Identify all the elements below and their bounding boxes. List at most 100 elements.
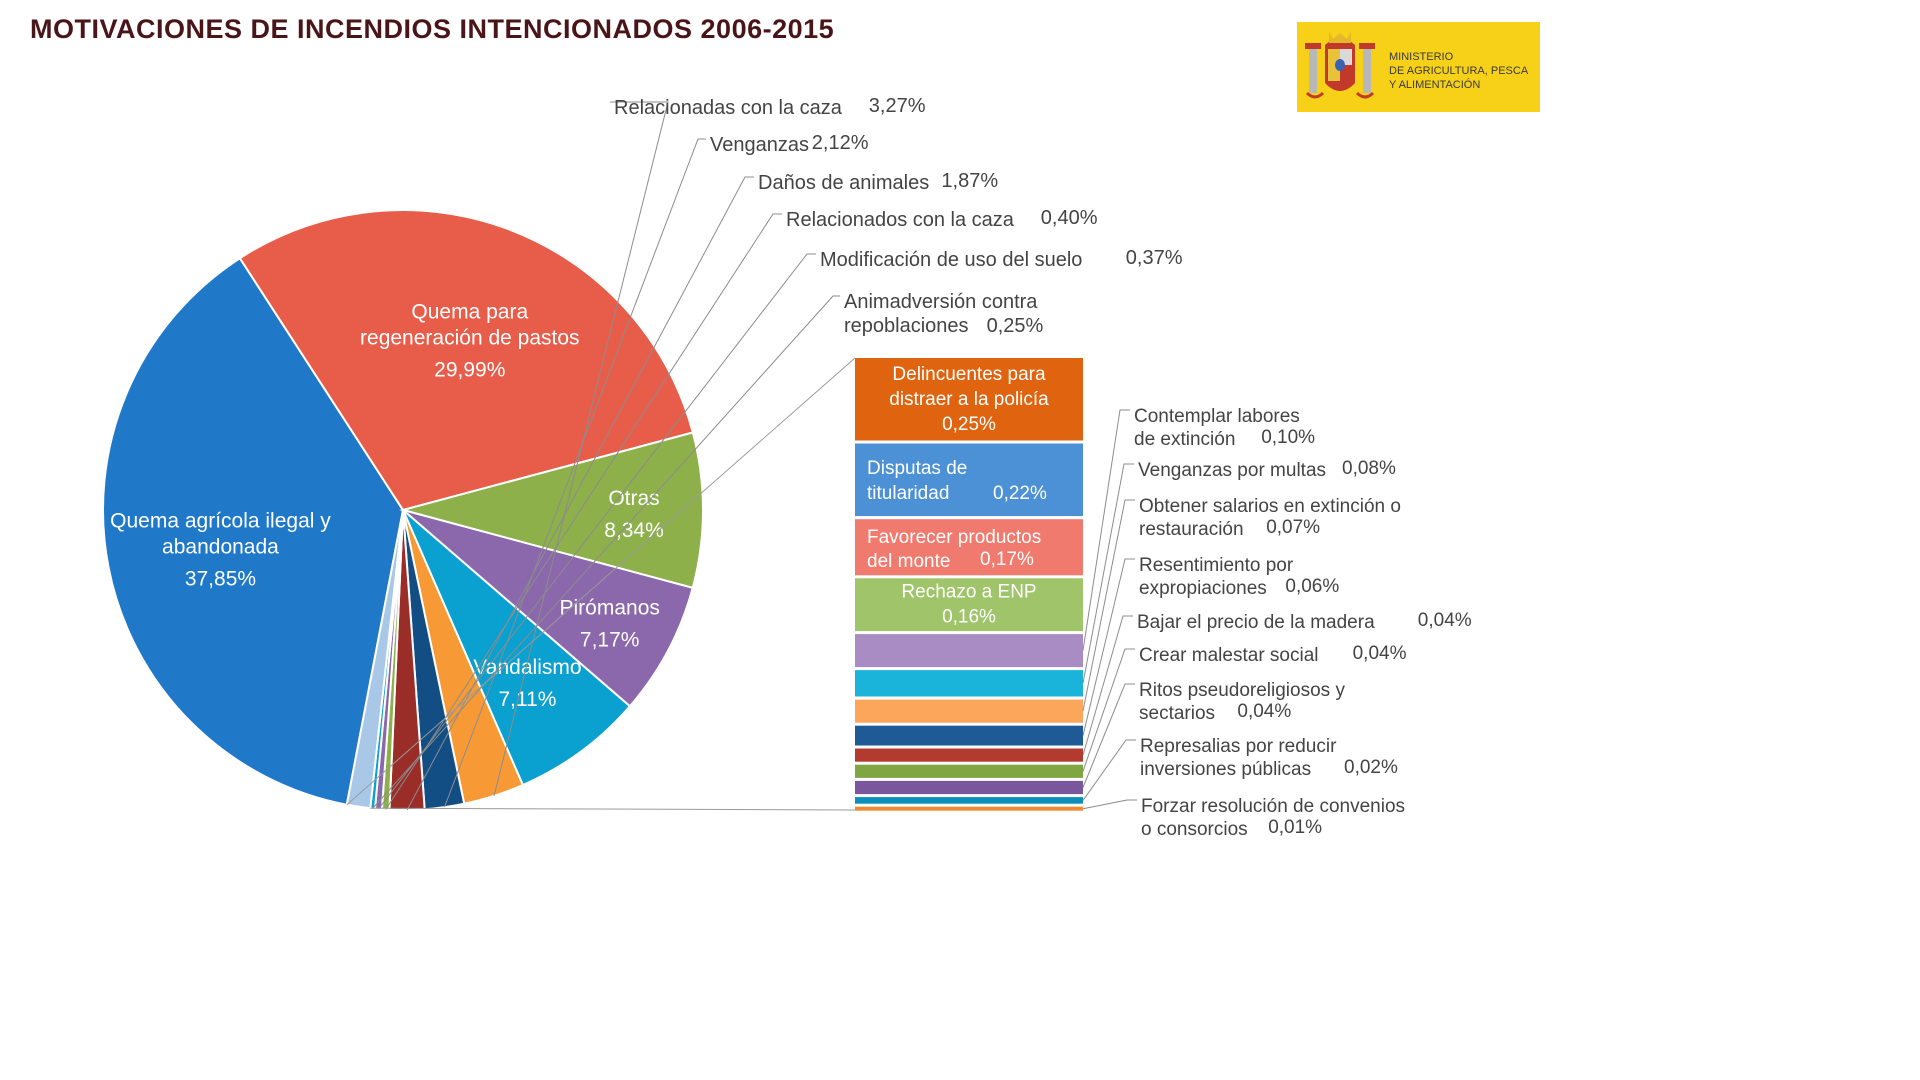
- slice-label: Pirómanos: [560, 597, 660, 620]
- breakdown-segment: [855, 797, 1083, 804]
- leader-line: [1082, 499, 1135, 712]
- breakdown-label: Forzar resolución de convenios: [1141, 796, 1405, 817]
- leader-line: [1082, 463, 1134, 684]
- leader-line: [493, 101, 669, 797]
- breakdown-segment: [855, 634, 1083, 668]
- pie-slice: [399, 431, 704, 590]
- breakdown-segment: [855, 764, 1083, 778]
- leader-line: [1082, 409, 1130, 651]
- logo-line: Y ALIMENTACIÓN: [1389, 79, 1481, 91]
- breakdown-label: Venganzas por multas: [1138, 460, 1326, 481]
- breakdown-label: Contemplar labores: [1134, 406, 1300, 427]
- breakdown-segment: [855, 578, 1083, 632]
- slice-value: 7,11%: [498, 688, 556, 711]
- slice-value: 1,87%: [941, 170, 998, 192]
- leader-line: [1082, 648, 1135, 772]
- leader-line: [1082, 683, 1135, 788]
- breakdown-label: Favorecer productos: [867, 527, 1041, 548]
- leader-line: [385, 213, 782, 810]
- breakdown-segment: [855, 725, 1083, 746]
- breakdown-label: Obtener salarios en extinción o: [1139, 496, 1401, 517]
- breakdown-value: 0,22%: [993, 483, 1047, 504]
- slice-value: 0,40%: [1041, 207, 1098, 229]
- slice-value: 2,12%: [812, 132, 869, 154]
- coat-of-arms-icon: [1305, 31, 1375, 99]
- breakdown-label: Ritos pseudoreligiosos y: [1139, 680, 1345, 701]
- slice-label: Animadversión contra: [844, 291, 1038, 313]
- slice-value: 7,17%: [580, 629, 640, 652]
- breakdown-value: 0,04%: [1237, 701, 1291, 722]
- pie-slice: [402, 509, 694, 708]
- breakdown-connector: [346, 357, 856, 806]
- breakdown-value: 0,16%: [942, 607, 996, 628]
- slice-label: Quema agrícola ilegal y: [110, 510, 331, 533]
- breakdown-label: Bajar el precio de la madera: [1137, 612, 1375, 633]
- leader-line: [406, 176, 754, 811]
- leader-line: [1082, 615, 1133, 756]
- slice-value: 0,25%: [987, 315, 1044, 337]
- slice-label: Quema para: [411, 300, 528, 323]
- breakdown-label: Disputas de: [867, 458, 967, 479]
- breakdown-value: 0,25%: [942, 414, 996, 435]
- breakdown-label: o consorcios: [1141, 819, 1248, 840]
- slice-label: Venganzas: [710, 134, 809, 156]
- leader-line: [1082, 558, 1135, 736]
- breakdown-value: 0,04%: [1353, 643, 1407, 664]
- breakdown-label: expropiaciones: [1139, 578, 1267, 599]
- slice-label: Vandalismo: [473, 656, 581, 679]
- pie-slice: [238, 209, 695, 512]
- pie-chart: Quema agrícola ilegal y abandonada 37,85% Q…: [101, 95, 1472, 840]
- logo-line: MINISTERIO: [1389, 51, 1454, 63]
- leader-line: [1082, 739, 1136, 801]
- leader-line: [444, 138, 706, 808]
- slice-label: repoblaciones: [844, 315, 969, 337]
- breakdown-label: de extinción: [1134, 429, 1235, 450]
- breakdown-value: 0,10%: [1261, 427, 1315, 448]
- slice-value: 3,27%: [869, 95, 926, 117]
- slice-label: Relacionados con la caza: [786, 209, 1015, 231]
- breakdown-label: restauración: [1139, 519, 1244, 540]
- pie-slice: [402, 509, 632, 787]
- breakdown-segment: [855, 780, 1083, 795]
- breakdown-value: 0,07%: [1266, 517, 1320, 538]
- leader-line: [372, 295, 840, 809]
- slice-label: Modificación de uso del suelo: [820, 249, 1082, 271]
- breakdown-value: 0,06%: [1285, 576, 1339, 597]
- slice-label: abandonada: [162, 536, 279, 559]
- breakdown-value: 0,04%: [1418, 610, 1472, 631]
- slice-value: 37,85%: [185, 568, 256, 591]
- breakdown-label: distraer a la policía: [889, 389, 1049, 410]
- page-title: MOTIVACIONES DE INCENDIOS INTENCIONADOS …: [30, 14, 835, 44]
- breakdown-label: Crear malestar social: [1139, 645, 1319, 666]
- breakdown-value: 0,02%: [1344, 757, 1398, 778]
- breakdown-label: Represalias por reducir: [1140, 736, 1337, 757]
- breakdown-connector: [370, 807, 856, 811]
- slice-value: 29,99%: [434, 358, 505, 381]
- breakdown-segment: [855, 670, 1083, 697]
- breakdown-segment: [855, 519, 1083, 576]
- breakdown-label: sectarios: [1139, 703, 1215, 724]
- breakdown-label: titularidad: [867, 483, 949, 504]
- breakdown-label: Resentimiento por: [1139, 555, 1294, 576]
- breakdown-label: Delincuentes para: [892, 364, 1046, 385]
- breakdown-segment: [855, 748, 1083, 762]
- breakdown-label: del monte: [867, 551, 950, 572]
- ministry-logo: MINISTERIO DE AGRICULTURA, PESCA Y ALIME…: [1297, 22, 1540, 112]
- breakdown-segment: [855, 806, 1083, 811]
- leader-line: [1082, 799, 1137, 810]
- slice-label: regeneración de pastos: [360, 326, 580, 349]
- slice-label: Otras: [608, 487, 659, 510]
- slice-value: 8,34%: [604, 519, 664, 542]
- logo-line: DE AGRICULTURA, PESCA: [1389, 65, 1529, 77]
- slice-label: Relacionadas con la caza: [614, 97, 843, 119]
- breakdown-label: inversiones públicas: [1140, 759, 1311, 780]
- breakdown-segment: [855, 699, 1083, 723]
- slice-label: Daños de animales: [758, 172, 929, 194]
- leader-line: [378, 253, 816, 810]
- slice-value: 0,37%: [1126, 247, 1183, 269]
- breakdown-segment: [855, 358, 1083, 441]
- breakdown-value: 0,01%: [1268, 817, 1322, 838]
- breakdown-value: 0,08%: [1342, 458, 1396, 479]
- breakdown-segment: [855, 443, 1083, 517]
- breakdown-value: 0,17%: [980, 549, 1034, 570]
